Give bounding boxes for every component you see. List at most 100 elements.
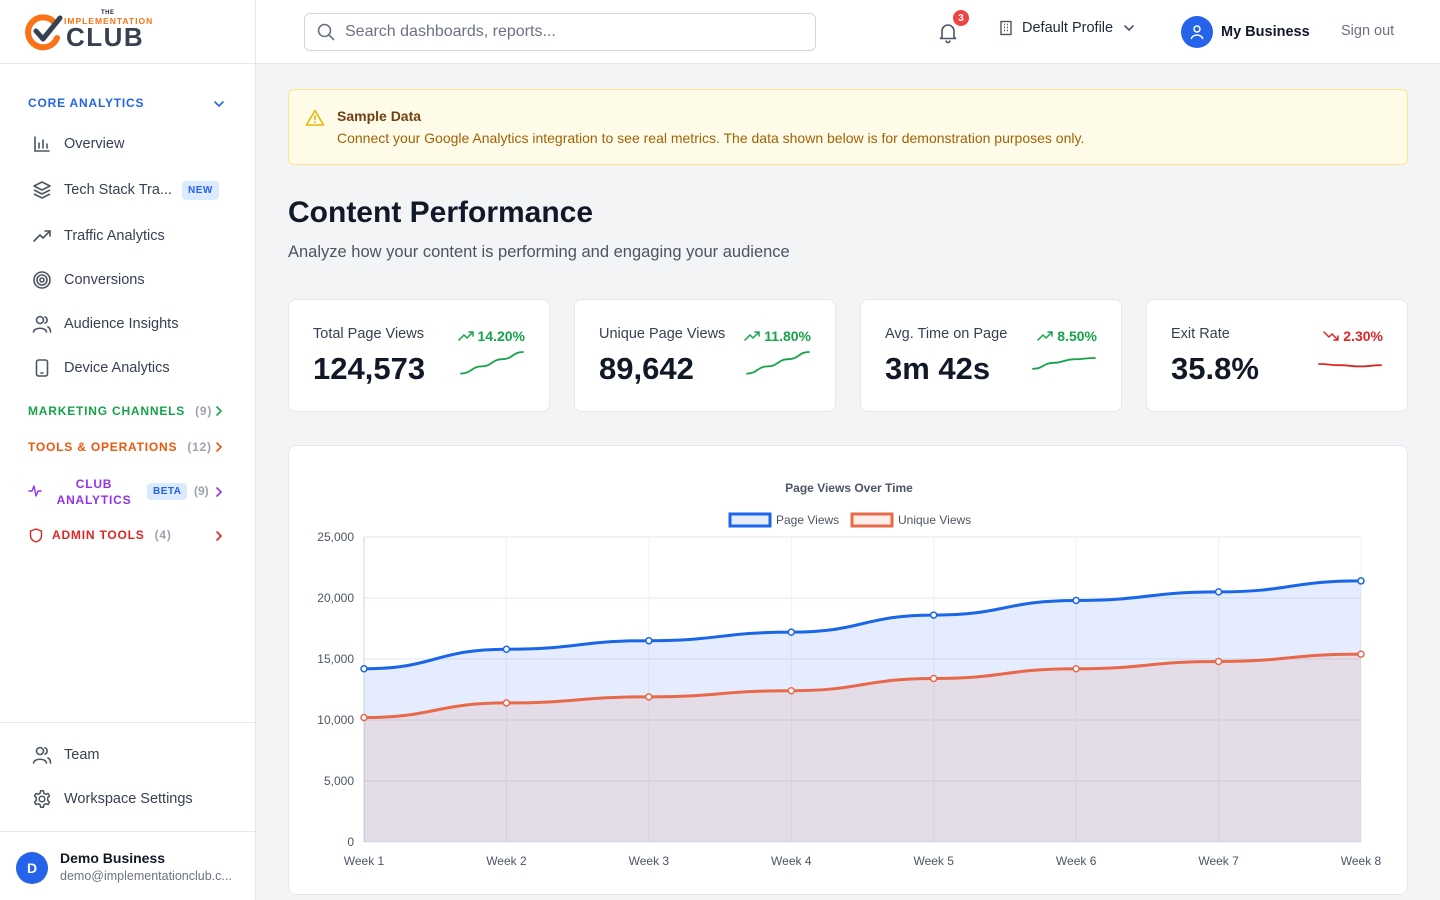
sidebar-item-audience[interactable]: Audience Insights (28, 306, 228, 342)
data-point (1072, 665, 1080, 673)
metric-change: 2.30% (1323, 328, 1383, 344)
x-tick-label: Week 2 (486, 854, 527, 868)
legend-swatch (728, 512, 772, 528)
chevron-right-icon[interactable] (213, 486, 225, 498)
data-point (1214, 657, 1223, 666)
metric-value: 35.8% (1171, 351, 1259, 386)
metric-value: 89,642 (599, 351, 694, 386)
business-menu[interactable]: My Business (1181, 16, 1310, 48)
metric-change-value: 14.20% (477, 328, 525, 344)
data-point (645, 693, 653, 701)
trending-up-icon (457, 331, 474, 341)
sidebar-item-label: Workspace Settings (64, 791, 193, 807)
new-badge: NEW (182, 180, 219, 200)
chart-grid: 0 5,000 10,000 15,000 20,000 25,000 (317, 530, 1362, 849)
chevron-right-icon[interactable] (213, 530, 225, 542)
sidebar-item-label: Traffic Analytics (64, 228, 165, 244)
sidebar-item-label: Audience Insights (64, 316, 179, 332)
logo-the: THE (101, 10, 115, 16)
user-card[interactable]: D Demo Business demo@implementationclub.… (0, 831, 255, 900)
sidebar-item-team[interactable]: Team (28, 737, 228, 773)
data-point (360, 665, 368, 673)
sidebar-item-tech-stack[interactable]: Tech Stack Tra... NEW (28, 172, 228, 208)
data-point (787, 686, 796, 695)
user-avatar (1181, 16, 1213, 48)
y-tick-label: 10,000 (317, 713, 354, 727)
data-point (929, 611, 938, 619)
x-tick-label: Week 5 (913, 854, 954, 868)
sparkline-path (1032, 357, 1096, 370)
page-views-chart: Page Views Over Time Page Views Unique Vi… (317, 481, 1382, 868)
alert-title: Sample Data (337, 108, 422, 124)
logo-check-icon (25, 14, 63, 51)
beta-badge: BETA (147, 483, 188, 500)
section-core-analytics[interactable]: CORE ANALYTICS (28, 96, 144, 110)
sidebar-item-label: Device Analytics (64, 360, 170, 376)
profile-name: Default Profile (1022, 20, 1114, 36)
sidebar-item-label: Tech Stack Tra... (64, 182, 172, 198)
metric-card-exit-rate: Exit Rate 35.8% 2.30% (1146, 299, 1408, 412)
section-count: (9) (195, 404, 213, 418)
search-box[interactable] (304, 13, 816, 51)
logo-club: CLUB (66, 22, 145, 52)
warning-icon (305, 109, 325, 126)
users-icon (32, 745, 52, 765)
metric-change-value: 11.80% (764, 328, 811, 344)
y-tick-label: 25,000 (317, 530, 354, 544)
smartphone-icon (32, 358, 52, 378)
sidebar-item-overview[interactable]: Overview (28, 126, 228, 162)
series-line (363, 579, 1362, 671)
sign-out-link[interactable]: Sign out (1341, 23, 1395, 39)
data-point (1072, 596, 1080, 605)
search-icon (317, 23, 335, 41)
chart-x-labels: Week 1 Week 2 Week 3 Week 4 Week 5 Week 6 Week… (344, 854, 1382, 868)
y-tick-label: 5,000 (324, 774, 354, 788)
sidebar-item-traffic[interactable]: Traffic Analytics (28, 218, 228, 254)
metric-change-value: 2.30% (1343, 328, 1383, 344)
search-input[interactable] (345, 23, 785, 41)
legend-label: Unique Views (898, 513, 971, 527)
chevron-down-icon (1124, 25, 1134, 32)
series-area (364, 654, 1361, 842)
trending-down-icon (1323, 331, 1340, 341)
data-point (645, 636, 653, 645)
section-count: (9) (194, 484, 209, 498)
trending-up-icon (1037, 331, 1054, 341)
x-tick-label: Week 4 (771, 854, 812, 868)
sidebar-item-device[interactable]: Device Analytics (28, 350, 228, 386)
bell-icon[interactable] (936, 20, 960, 44)
logo[interactable]: THE IMPLEMENTATION CLUB (0, 0, 255, 64)
section-tools-operations[interactable]: TOOLS & OPERATIONS (12) (28, 440, 212, 454)
section-label: MARKETING CHANNELS (28, 404, 186, 418)
sidebar-item-workspace-settings[interactable]: Workspace Settings (28, 781, 228, 817)
data-point (929, 674, 938, 683)
x-tick-label: Week 6 (1056, 854, 1097, 868)
data-point (360, 713, 368, 722)
metric-card-avg-time: Avg. Time on Page 3m 42s 8.50% (860, 299, 1122, 412)
target-icon (32, 270, 52, 290)
y-tick-label: 15,000 (317, 652, 354, 666)
y-tick-label: 0 (347, 835, 354, 849)
alert-text: Connect your Google Analytics integratio… (337, 130, 1085, 146)
section-label: TOOLS & OPERATIONS (28, 440, 178, 454)
chevron-right-icon[interactable] (213, 441, 225, 453)
logo-implementation: IMPLEMENTATION (64, 16, 154, 26)
building-icon (1000, 20, 1012, 36)
metric-label: Total Page Views (313, 326, 424, 342)
metric-sparkline (460, 351, 524, 375)
profile-selector[interactable]: Default Profile (998, 20, 1135, 36)
user-icon (1190, 25, 1204, 40)
section-admin-tools[interactable]: ADMIN TOOLS (4) (52, 528, 172, 542)
trending-up-icon (744, 331, 761, 341)
data-point (1214, 588, 1223, 596)
section-club-analytics[interactable]: CLUB ANALYTICS (52, 476, 136, 508)
data-point (1357, 577, 1365, 585)
chevron-down-icon[interactable] (213, 98, 225, 110)
chevron-right-icon[interactable] (213, 405, 225, 417)
section-marketing-channels[interactable]: MARKETING CHANNELS (9) (28, 404, 212, 418)
metric-card-unique-page-views: Unique Page Views 89,642 11.80% (574, 299, 836, 412)
sidebar-item-label: Conversions (64, 272, 145, 288)
sidebar-item-conversions[interactable]: Conversions (28, 262, 228, 298)
section-count: (12) (187, 440, 212, 454)
page-title: Content Performance (288, 196, 594, 229)
